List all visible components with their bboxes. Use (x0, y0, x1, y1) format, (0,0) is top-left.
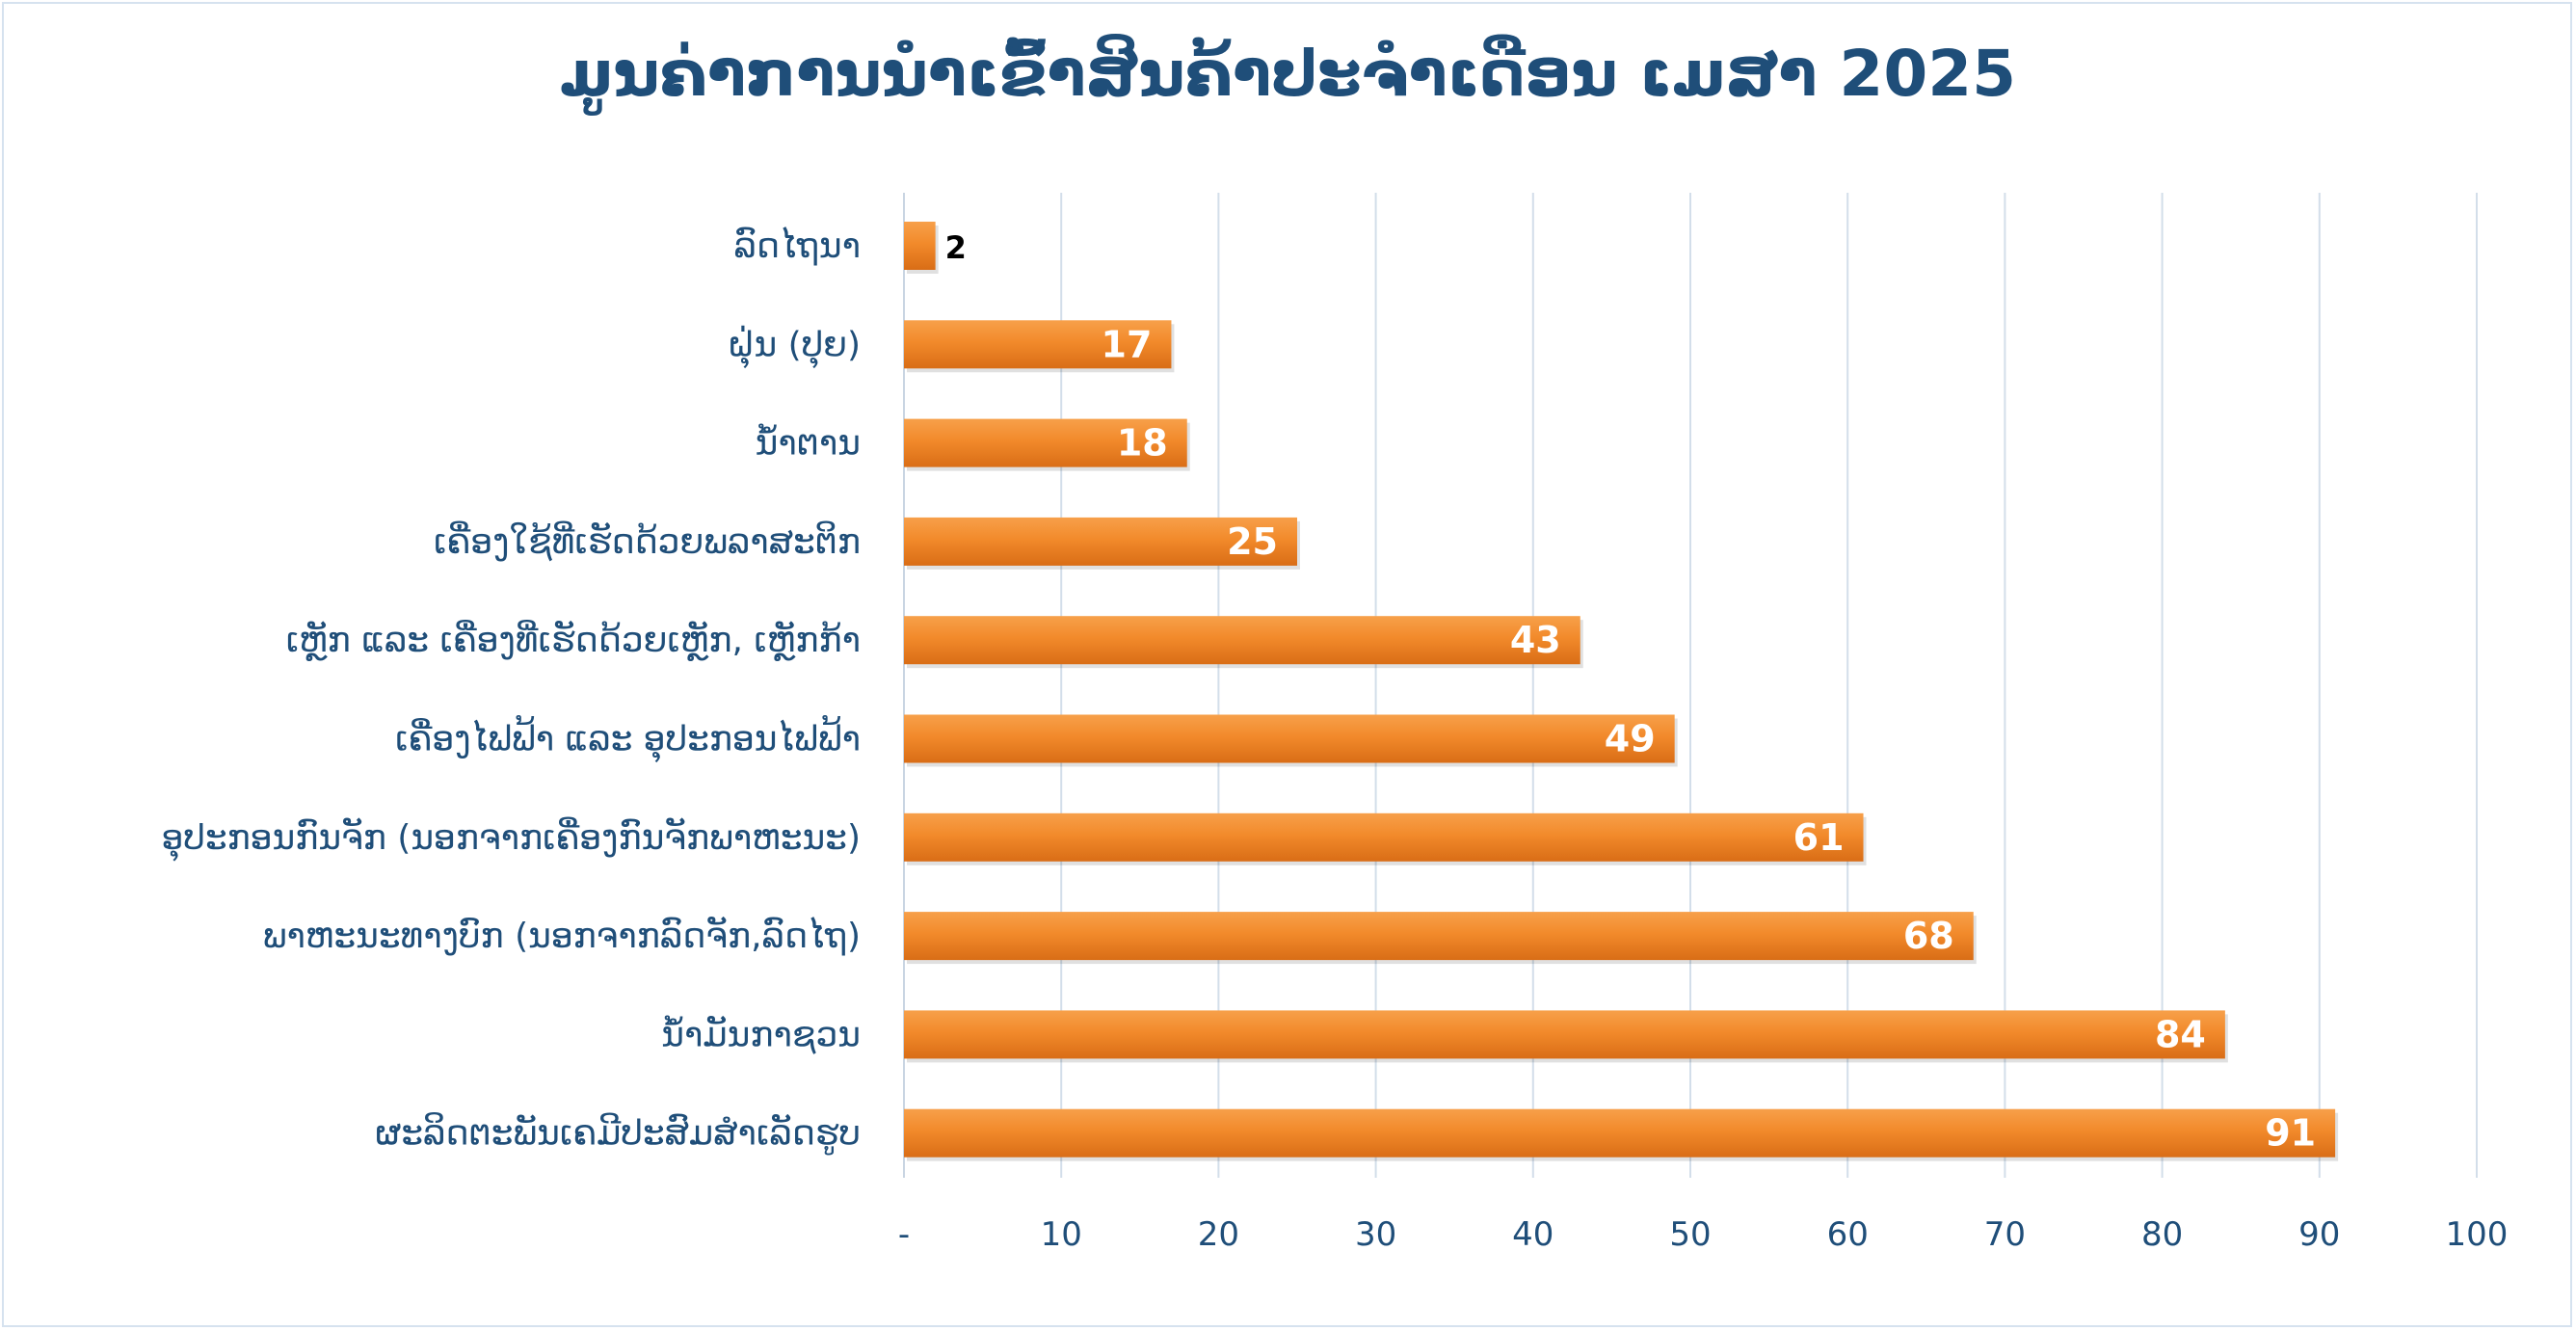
x-tick-label: - (898, 1215, 910, 1254)
data-label: 18 (1117, 422, 1168, 465)
chart-title: ມູນຄ່າການນຳເຂົ້າສິນຄ້າປະຈຳເດືອນ ເມສາ 202… (559, 37, 2017, 111)
category-label: ເຫຼັກ ແລະ ເຄື່ອງທີ່ເຮັດດ້ວຍເຫຼັກ, ເຫຼັກກ… (286, 620, 861, 661)
data-label: 17 (1102, 323, 1153, 365)
bar (904, 812, 1864, 862)
bar (904, 616, 1580, 665)
x-tick-label: 20 (1198, 1215, 1239, 1254)
x-tick-label: 90 (2298, 1215, 2340, 1254)
category-label: ເຄື່ອງໃຊ້ທີ່ເຮັດດ້ວຍພລາສະຕິກ (434, 520, 861, 561)
data-label: 68 (1903, 915, 1954, 957)
x-tick-label: 40 (1512, 1215, 1554, 1254)
bar (904, 714, 1675, 763)
category-label: ຝຸ່ນ (ປຸຍ) (728, 325, 861, 368)
x-tick-label: 70 (1984, 1215, 2026, 1254)
bar (904, 320, 1172, 369)
bar (904, 517, 1297, 566)
data-label: 2 (945, 229, 967, 266)
x-tick-label: 10 (1041, 1215, 1082, 1254)
labels: - 10 20 30 40 50 60 70 80 90 100 ລົດໄຖນາ 2 ຝຸ່ນ (ປຸຍ)… (162, 226, 2509, 1254)
x-tick-label: 60 (1827, 1215, 1869, 1254)
data-label: 43 (1510, 619, 1561, 661)
bar (904, 1108, 2336, 1158)
category-label: ລົດໄຖນາ (733, 226, 861, 266)
data-label: 91 (2265, 1112, 2316, 1155)
x-tick-label: 50 (1669, 1215, 1711, 1254)
bars (904, 222, 2339, 1161)
data-label: 84 (2155, 1013, 2206, 1055)
bar (904, 418, 1187, 467)
category-label: ພາຫະນະທາງບົກ (ນອກຈາກລົດຈັກ,ລົດໄຖ) (263, 916, 861, 956)
category-label: ນ້ຳມັນກາຊວນ (661, 1015, 861, 1054)
x-tick-label: 30 (1355, 1215, 1396, 1254)
category-label: ຜະລິດຕະພັນເຄມີປະສົມສຳເລັດຮູບ (375, 1112, 861, 1155)
data-label: 25 (1227, 520, 1278, 563)
x-tick-label: 80 (2141, 1215, 2183, 1254)
x-tick-label: 100 (2446, 1215, 2509, 1254)
data-label: 61 (1793, 816, 1845, 859)
data-label: 49 (1605, 718, 1656, 760)
bar (904, 222, 936, 270)
category-label: ນ້ຳຕານ (756, 424, 861, 464)
category-label: ອຸປະກອນກົນຈັກ (ນອກຈາກເຄື່ອງກົນຈັກພາຫະນະ) (162, 816, 861, 861)
category-label: ເຄື່ອງໄຟຟ້າ ແລະ ອຸປະກອນໄຟຟ້າ (395, 715, 861, 762)
bar (904, 1010, 2225, 1059)
bar (904, 912, 1974, 961)
